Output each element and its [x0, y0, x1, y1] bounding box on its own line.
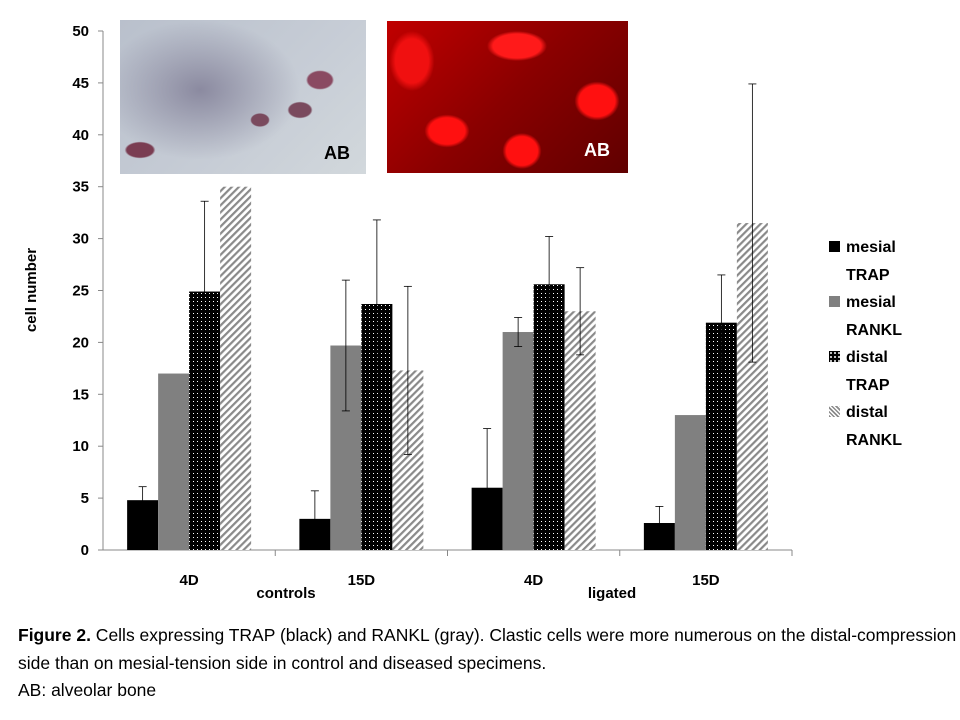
- x-tick-label: 4D: [524, 572, 543, 589]
- x-tick-label: 4D: [180, 572, 199, 589]
- legend-item: mesial RANKL: [829, 289, 902, 344]
- y-tick-label: 5: [81, 490, 89, 507]
- y-tick-label: 0: [81, 542, 89, 559]
- bar-distal-rankl: [220, 186, 252, 550]
- legend-label: TRAP: [846, 376, 890, 394]
- bar-mesial-rankl: [158, 373, 190, 550]
- legend-label: distal: [846, 404, 888, 421]
- legend-swatch: [829, 406, 840, 417]
- group-label: controls: [256, 585, 315, 602]
- y-tick-label: 35: [72, 179, 89, 196]
- legend-swatch: [829, 351, 840, 362]
- legend-swatch: [829, 296, 840, 307]
- trap-stain-micrograph: AB: [120, 20, 366, 174]
- group-label: ligated: [588, 585, 636, 602]
- inset-label: AB: [324, 143, 350, 163]
- legend-item: mesial TRAP: [829, 234, 896, 289]
- y-tick-label: 45: [72, 75, 89, 92]
- legend-item: distal RANKL: [829, 399, 902, 454]
- y-tick-label: 25: [72, 283, 89, 300]
- legend-swatch: [829, 241, 840, 252]
- legend-label: distal: [846, 349, 888, 366]
- figure-caption: Figure 2. Cells expressing TRAP (black) …: [18, 622, 958, 705]
- bar-mesial-rankl: [502, 332, 534, 550]
- bar-mesial-rankl: [674, 415, 706, 550]
- inset-label: AB: [584, 140, 610, 160]
- caption-text: Cells expressing TRAP (black) and RANKL …: [18, 625, 957, 673]
- y-tick-label: 40: [72, 127, 89, 144]
- legend-label: RANKL: [846, 431, 902, 449]
- x-tick-label: 15D: [692, 572, 720, 589]
- y-tick-label: 20: [72, 334, 89, 351]
- legend-label: RANKL: [846, 321, 902, 339]
- y-axis-label: cell number: [23, 248, 40, 332]
- y-tick-label: 50: [72, 23, 89, 40]
- legend-label: mesial: [846, 294, 896, 311]
- y-tick-label: 10: [72, 438, 89, 455]
- caption-label: Figure 2.: [18, 625, 91, 645]
- legend-label: TRAP: [846, 266, 890, 284]
- legend-item: distal TRAP: [829, 344, 890, 399]
- y-tick-label: 30: [72, 231, 89, 248]
- y-tick-label: 15: [72, 386, 89, 403]
- caption-abbrev: AB: alveolar bone: [18, 680, 157, 700]
- x-tick-label: 15D: [348, 572, 376, 589]
- rankl-fluorescence-micrograph: AB: [387, 21, 628, 173]
- legend-label: mesial: [846, 239, 896, 256]
